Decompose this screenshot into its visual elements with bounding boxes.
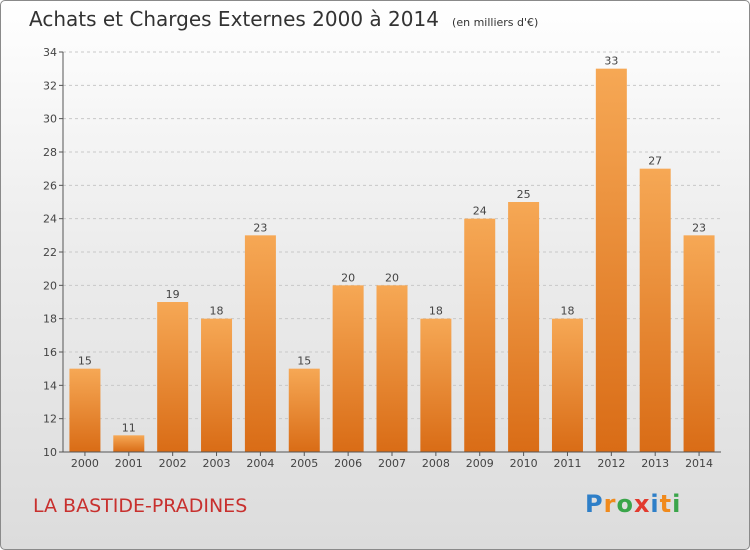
chart-subtitle: (en milliers d'€) — [452, 16, 539, 29]
x-tick-label: 2002 — [159, 457, 187, 470]
data-label: 11 — [122, 421, 136, 434]
bar-2000 — [69, 368, 101, 452]
x-tick-label: 2000 — [71, 457, 99, 470]
data-label: 18 — [210, 305, 224, 318]
x-tick-label: 2014 — [685, 457, 713, 470]
data-label: 20 — [341, 271, 355, 284]
chart-title: Achats et Charges Externes 2000 à 2014 — [29, 7, 439, 31]
logo-letter: i — [672, 490, 682, 518]
bar-2008 — [420, 318, 452, 452]
x-tick-label: 2008 — [422, 457, 450, 470]
data-label: 18 — [560, 305, 574, 318]
bar-2006 — [332, 285, 364, 452]
x-tick-label: 2013 — [641, 457, 669, 470]
data-label: 33 — [604, 55, 618, 68]
logo-letter: x — [633, 490, 651, 518]
y-tick-label: 34 — [43, 46, 57, 59]
y-tick-label: 22 — [43, 246, 57, 259]
data-label: 24 — [473, 205, 487, 218]
bar-2012 — [595, 68, 627, 453]
proxiti-logo[interactable]: Proxiti — [585, 490, 681, 518]
x-tick-label: 2009 — [466, 457, 494, 470]
data-label: 18 — [429, 305, 443, 318]
y-tick-label: 18 — [43, 313, 57, 326]
x-tick-label: 2010 — [510, 457, 538, 470]
bar-2013 — [639, 168, 671, 452]
y-tick-label: 16 — [43, 346, 57, 359]
x-tick-label: 2011 — [553, 457, 581, 470]
logo-letter: i — [650, 490, 660, 518]
y-tick-label: 32 — [43, 79, 57, 92]
bar-2005 — [288, 368, 320, 452]
x-tick-label: 2006 — [334, 457, 362, 470]
data-label: 15 — [297, 355, 311, 368]
bar-2009 — [464, 218, 496, 452]
y-tick-label: 30 — [43, 113, 57, 126]
y-tick-label: 12 — [43, 413, 57, 426]
x-tick-label: 2003 — [203, 457, 231, 470]
data-label: 25 — [517, 188, 531, 201]
x-tick-label: 2012 — [597, 457, 625, 470]
data-label: 23 — [253, 221, 267, 234]
bar-2014 — [683, 235, 715, 452]
logo-letter: o — [616, 490, 634, 518]
bar-2003 — [201, 318, 233, 452]
data-label: 20 — [385, 271, 399, 284]
chart-title-block: Achats et Charges Externes 2000 à 2014 (… — [29, 7, 538, 31]
logo-letter: r — [603, 490, 617, 518]
y-tick-label: 20 — [43, 279, 57, 292]
x-tick-label: 2001 — [115, 457, 143, 470]
bar-2001 — [113, 435, 145, 452]
bar-2011 — [551, 318, 583, 452]
data-label: 23 — [692, 221, 706, 234]
y-tick-label: 28 — [43, 146, 57, 159]
logo-letter: P — [585, 490, 604, 518]
y-tick-label: 24 — [43, 213, 57, 226]
bar-2002 — [157, 302, 189, 452]
data-label: 27 — [648, 155, 662, 168]
x-tick-label: 2007 — [378, 457, 406, 470]
data-label: 19 — [166, 288, 180, 301]
y-tick-label: 26 — [43, 179, 57, 192]
bar-2010 — [508, 202, 540, 452]
bar-2004 — [244, 235, 276, 452]
y-tick-label: 10 — [43, 446, 57, 459]
bar-2007 — [376, 285, 408, 452]
y-tick-label: 14 — [43, 379, 57, 392]
x-tick-label: 2004 — [246, 457, 274, 470]
logo-letter: t — [659, 490, 673, 518]
x-tick-label: 2005 — [290, 457, 318, 470]
data-label: 15 — [78, 355, 92, 368]
location-name: LA BASTIDE-PRADINES — [33, 495, 248, 517]
